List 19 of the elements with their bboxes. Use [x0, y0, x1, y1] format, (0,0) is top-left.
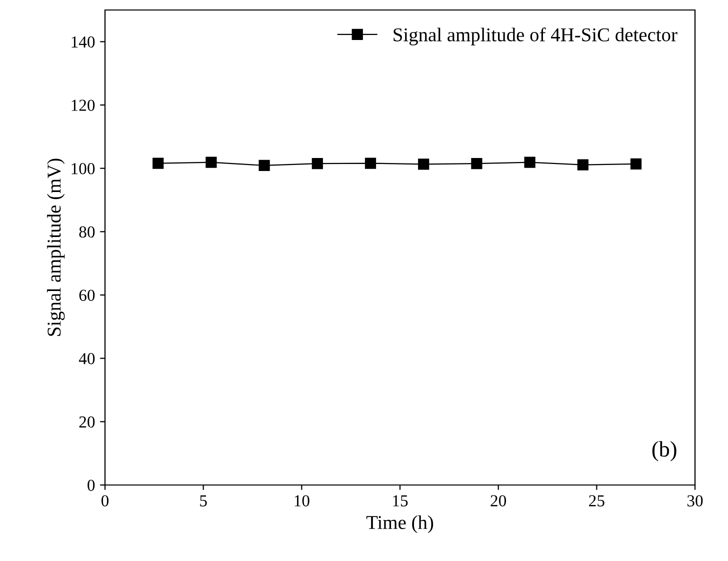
x-tick-label: 30: [687, 495, 703, 506]
y-tick-label: 60: [79, 290, 95, 301]
y-tick-label: 0: [88, 480, 95, 491]
y-tick-label: 140: [72, 36, 95, 48]
y-tick-label: 100: [72, 163, 95, 174]
x-tick-label: 20: [490, 495, 506, 506]
x-tick-label: 5: [200, 495, 207, 506]
y-tick-label: 40: [78, 353, 95, 364]
annotation: (b): [652, 441, 676, 462]
y-tick-label: 20: [79, 416, 95, 428]
x-axis-title: Time (h): [366, 515, 434, 534]
y-tick-label: 80: [79, 226, 95, 238]
x-tick-label: 0: [101, 495, 109, 506]
y-axis-title: Signal amplitude (mV): [47, 158, 65, 336]
x-tick-label: 25: [589, 495, 604, 506]
y-tick-label: 120: [72, 100, 95, 111]
x-tick-label: 10: [294, 495, 310, 506]
legend-label: Signal amplitude of 4H-SiC detector: [394, 28, 678, 46]
x-tick-label: 15: [393, 495, 408, 506]
